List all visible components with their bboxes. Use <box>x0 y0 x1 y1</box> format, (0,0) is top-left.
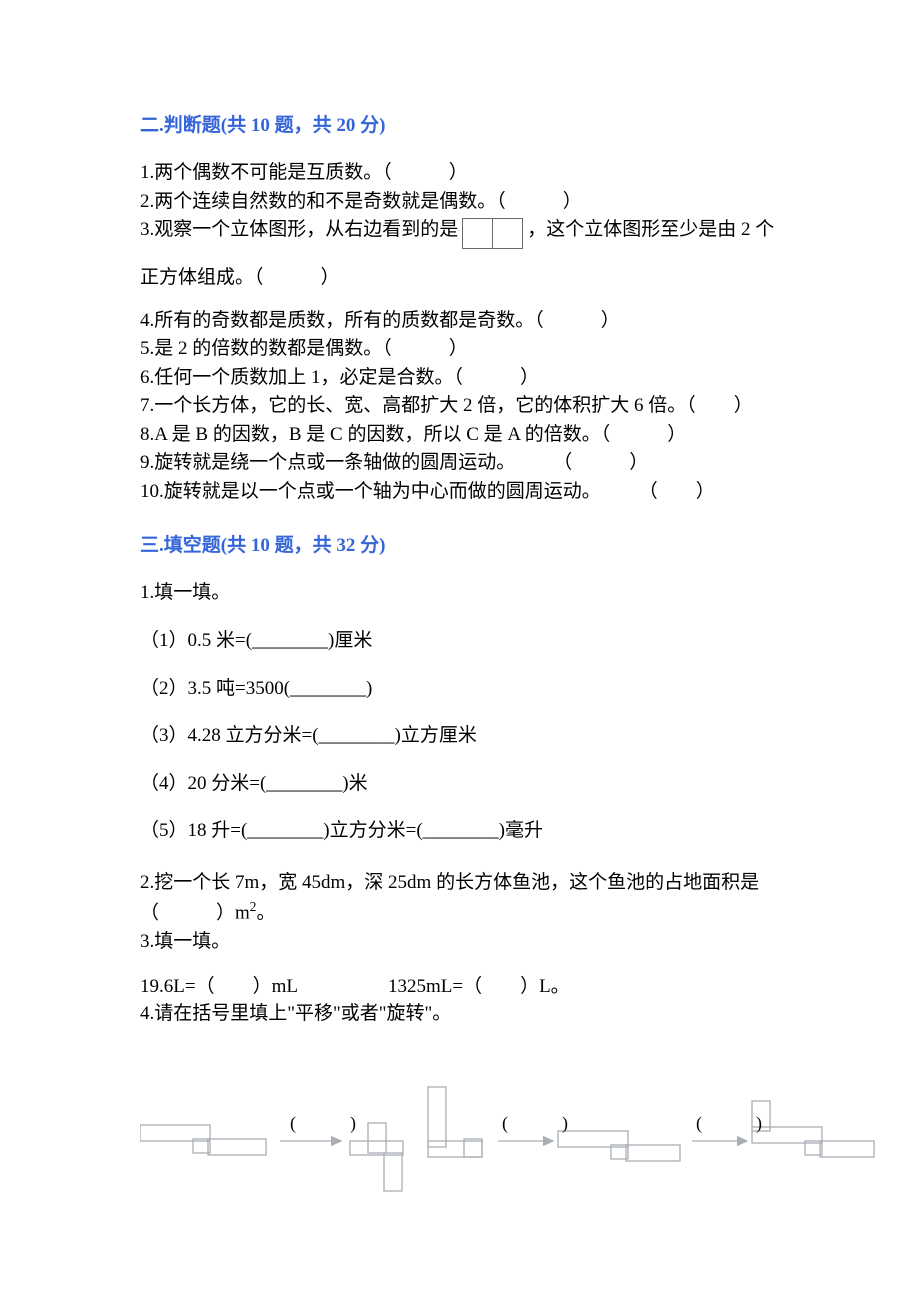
diagram-rect <box>464 1139 482 1157</box>
diagram-rect <box>384 1153 402 1191</box>
page: 二.判断题(共 10 题，共 20 分) 1.两个偶数不可能是互质数。（ ） 2… <box>0 0 920 1247</box>
two-square-figure <box>462 218 523 249</box>
transform-diagram: ( ) ( ) ( ) <box>140 1057 860 1187</box>
diagram-rect <box>428 1087 446 1147</box>
section-2-title: 二.判断题(共 10 题，共 20 分) <box>140 110 800 137</box>
s2-q3-line2: 正方体组成。（ ） <box>140 264 800 292</box>
s3-q2-suffix: 。 <box>256 903 275 924</box>
s2-q3-text-a: 3.观察一个立体图形，从右边看到的是 <box>140 216 458 244</box>
diagram-rect <box>626 1145 680 1161</box>
s3-q2-line2: （ ）m2。 <box>140 897 800 927</box>
diagram-rect <box>368 1123 386 1153</box>
diagram-rect <box>428 1141 482 1157</box>
s2-q7: 7.一个长方体，它的长、宽、高都扩大 2 倍，它的体积扩大 6 倍。（ ） <box>140 392 800 420</box>
s2-q2: 2.两个连续自然数的和不是奇数就是偶数。（ ） <box>140 188 800 216</box>
s3-q3-head: 3.填一填。 <box>140 928 800 956</box>
diagram-rect <box>820 1141 874 1157</box>
figure-cell <box>462 218 493 249</box>
s3-q3-row: 19.6L=（ ）mL 1325mL=（ ）L。 <box>140 971 800 998</box>
s2-q4: 4.所有的奇数都是质数，所有的质数都是奇数。（ ） <box>140 307 800 335</box>
s2-q3-text-b: ，这个立体图形至少是由 2 个 <box>527 216 774 244</box>
s2-q9: 9.旋转就是绕一个点或一条轴做的圆周运动。 （ ） <box>140 449 800 477</box>
s3-q3-p1: 19.6L=（ ）mL <box>140 971 298 998</box>
diagram-paren-label: ( ) <box>290 1113 356 1134</box>
s3-q1-p4: （4）20 分米=(________)米 <box>140 770 800 798</box>
diagram-svg: ( ) ( ) ( ) <box>140 1057 880 1197</box>
section-3-title: 三.填空题(共 10 题，共 32 分) <box>140 530 800 557</box>
s3-q1-p5: （5）18 升=(________)立方分米=(________)毫升 <box>140 817 800 845</box>
s2-q10: 10.旋转就是以一个点或一个轴为中心而做的圆周运动。 （ ） <box>140 478 800 506</box>
s3-q2-line1: 2.挖一个长 7m，宽 45dm，深 25dm 的长方体鱼池，这个鱼池的占地面积… <box>140 869 800 897</box>
s3-q4: 4.请在括号里填上"平移"或者"旋转"。 <box>140 1000 800 1028</box>
diagram-rect <box>208 1139 266 1155</box>
s3-q1-p1: （1）0.5 米=(________)厘米 <box>140 627 800 655</box>
s2-q5: 5.是 2 的倍数的数都是偶数。（ ） <box>140 335 800 363</box>
s3-q1-head: 1.填一填。 <box>140 579 800 607</box>
s2-q8: 8.A 是 B 的因数，B 是 C 的因数，所以 C 是 A 的倍数。（ ） <box>140 421 800 449</box>
diagram-paren-label: ( ) <box>502 1113 568 1134</box>
s3-q2-prefix: （ ）m <box>140 903 250 924</box>
diagram-paren-label: ( ) <box>696 1113 762 1134</box>
s2-q1: 1.两个偶数不可能是互质数。（ ） <box>140 159 800 187</box>
s2-q3-line1: 3.观察一个立体图形，从右边看到的是 ，这个立体图形至少是由 2 个 <box>140 216 800 249</box>
s2-q6: 6.任何一个质数加上 1，必定是合数。（ ） <box>140 364 800 392</box>
s3-q1-p2: （2）3.5 吨=3500(________) <box>140 675 800 703</box>
s3-q1-p3: （3）4.28 立方分米=(________)立方厘米 <box>140 722 800 750</box>
figure-cell <box>492 218 523 249</box>
s3-q3-p2: 1325mL=（ ）L。 <box>388 971 570 998</box>
